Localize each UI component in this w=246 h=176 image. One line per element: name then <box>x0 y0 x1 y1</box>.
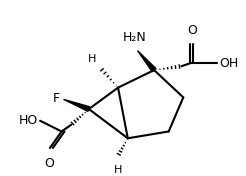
Text: O: O <box>187 24 197 37</box>
Polygon shape <box>138 51 156 72</box>
Text: H: H <box>114 165 122 175</box>
Text: O: O <box>44 157 54 170</box>
Text: OH: OH <box>219 57 239 70</box>
Text: H₂N: H₂N <box>123 31 146 44</box>
Text: F: F <box>52 92 60 105</box>
Polygon shape <box>63 99 90 111</box>
Text: HO: HO <box>19 114 38 127</box>
Text: H: H <box>88 54 97 64</box>
